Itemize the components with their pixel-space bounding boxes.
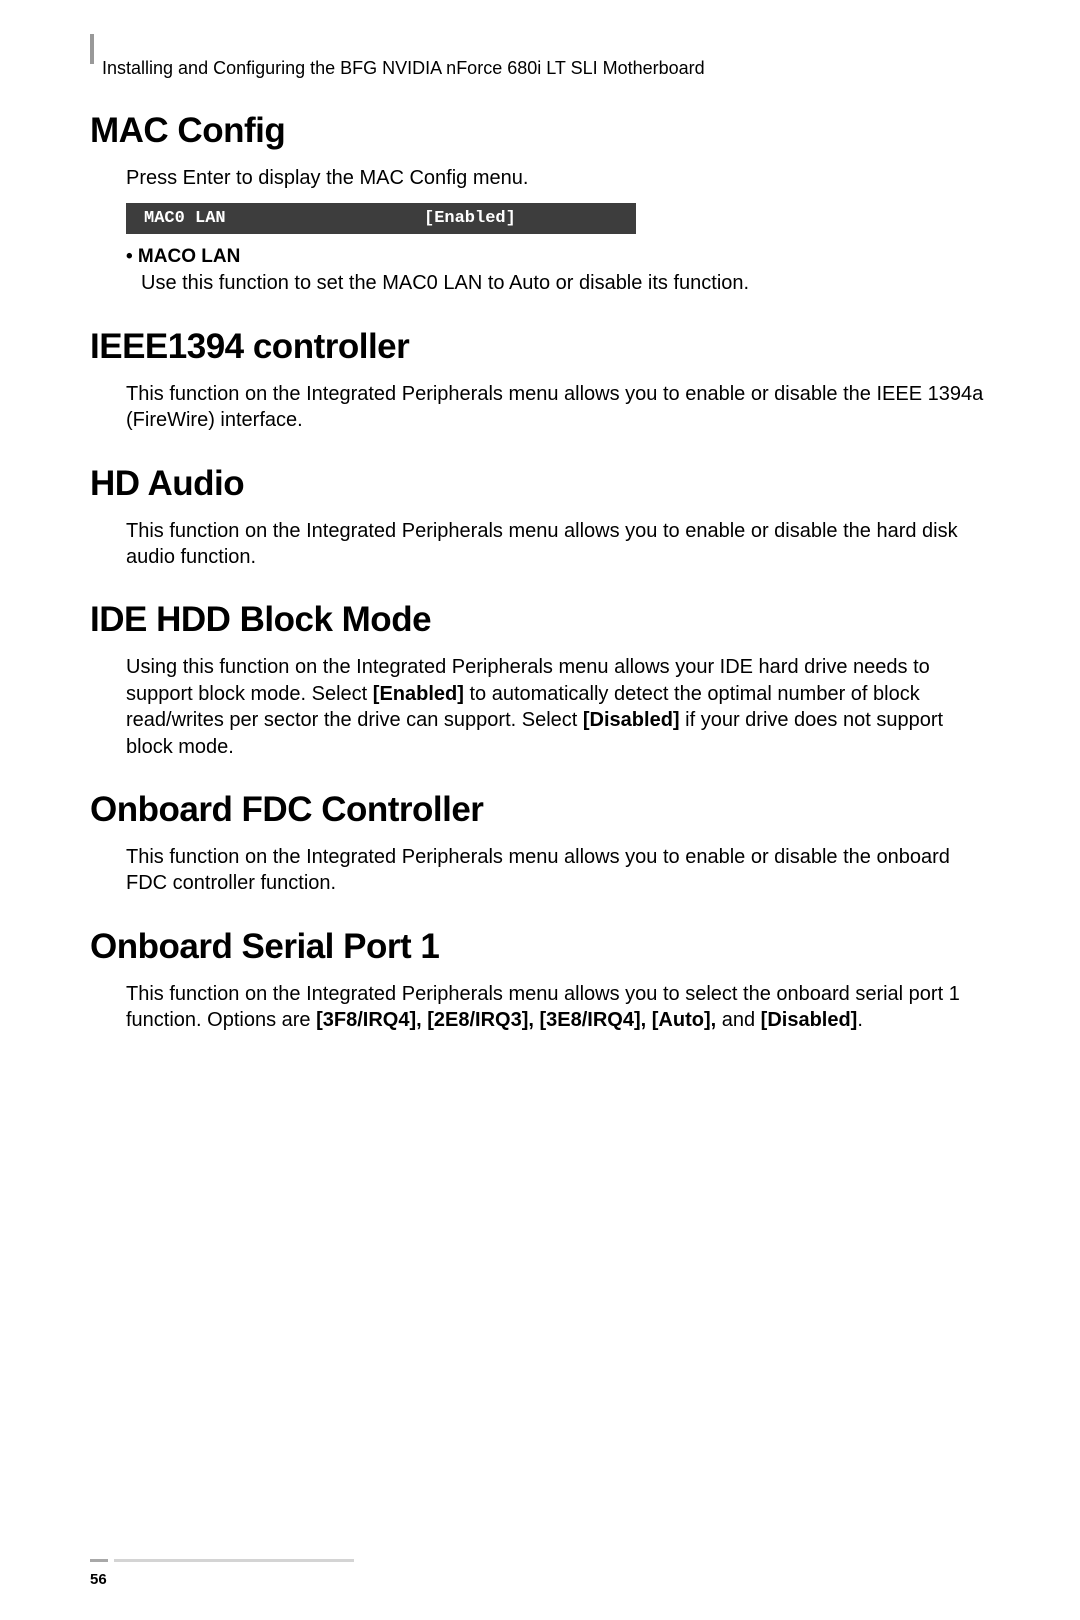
header-accent-bar [90, 34, 94, 64]
serial-options: [3F8/IRQ4], [2E8/IRQ3], [3E8/IRQ4], [Aut… [316, 1009, 716, 1031]
bios-setting-label: MAC0 LAN [144, 209, 424, 228]
heading-serial-port: Onboard Serial Port 1 [90, 927, 990, 967]
ieee1394-body: This function on the Integrated Peripher… [126, 381, 990, 434]
heading-hd-audio: HD Audio [90, 464, 990, 504]
bios-setting-row: MAC0 LAN [Enabled] [126, 203, 636, 234]
bios-setting-value: [Enabled] [424, 209, 516, 228]
hd-audio-body: This function on the Integrated Peripher… [126, 518, 990, 571]
serial-text-3: . [857, 1009, 863, 1031]
page-header: Installing and Configuring the BFG NVIDI… [102, 38, 990, 79]
serial-text-2: and [716, 1009, 760, 1031]
footer-rule-light [114, 1559, 354, 1562]
footer-rule-dark [90, 1559, 108, 1562]
serial-disabled: [Disabled] [761, 1009, 858, 1031]
ide-hdd-disabled: [Disabled] [583, 709, 680, 731]
page-number: 56 [90, 1571, 107, 1588]
heading-ieee1394: IEEE1394 controller [90, 327, 990, 367]
heading-ide-hdd: IDE HDD Block Mode [90, 600, 990, 640]
mac-config-intro: Press Enter to display the MAC Config me… [126, 165, 990, 191]
bullet-label: • MACO LAN [126, 246, 990, 268]
bullet-description: Use this function to set the MAC0 LAN to… [141, 270, 990, 296]
serial-body: This function on the Integrated Peripher… [126, 981, 990, 1034]
bullet-item-maco-lan: • MACO LAN Use this function to set the … [126, 246, 990, 296]
heading-fdc: Onboard FDC Controller [90, 790, 990, 830]
ide-hdd-enabled: [Enabled] [373, 683, 464, 705]
ide-hdd-body: Using this function on the Integrated Pe… [126, 654, 990, 760]
fdc-body: This function on the Integrated Peripher… [126, 844, 990, 897]
heading-mac-config: MAC Config [90, 111, 990, 151]
